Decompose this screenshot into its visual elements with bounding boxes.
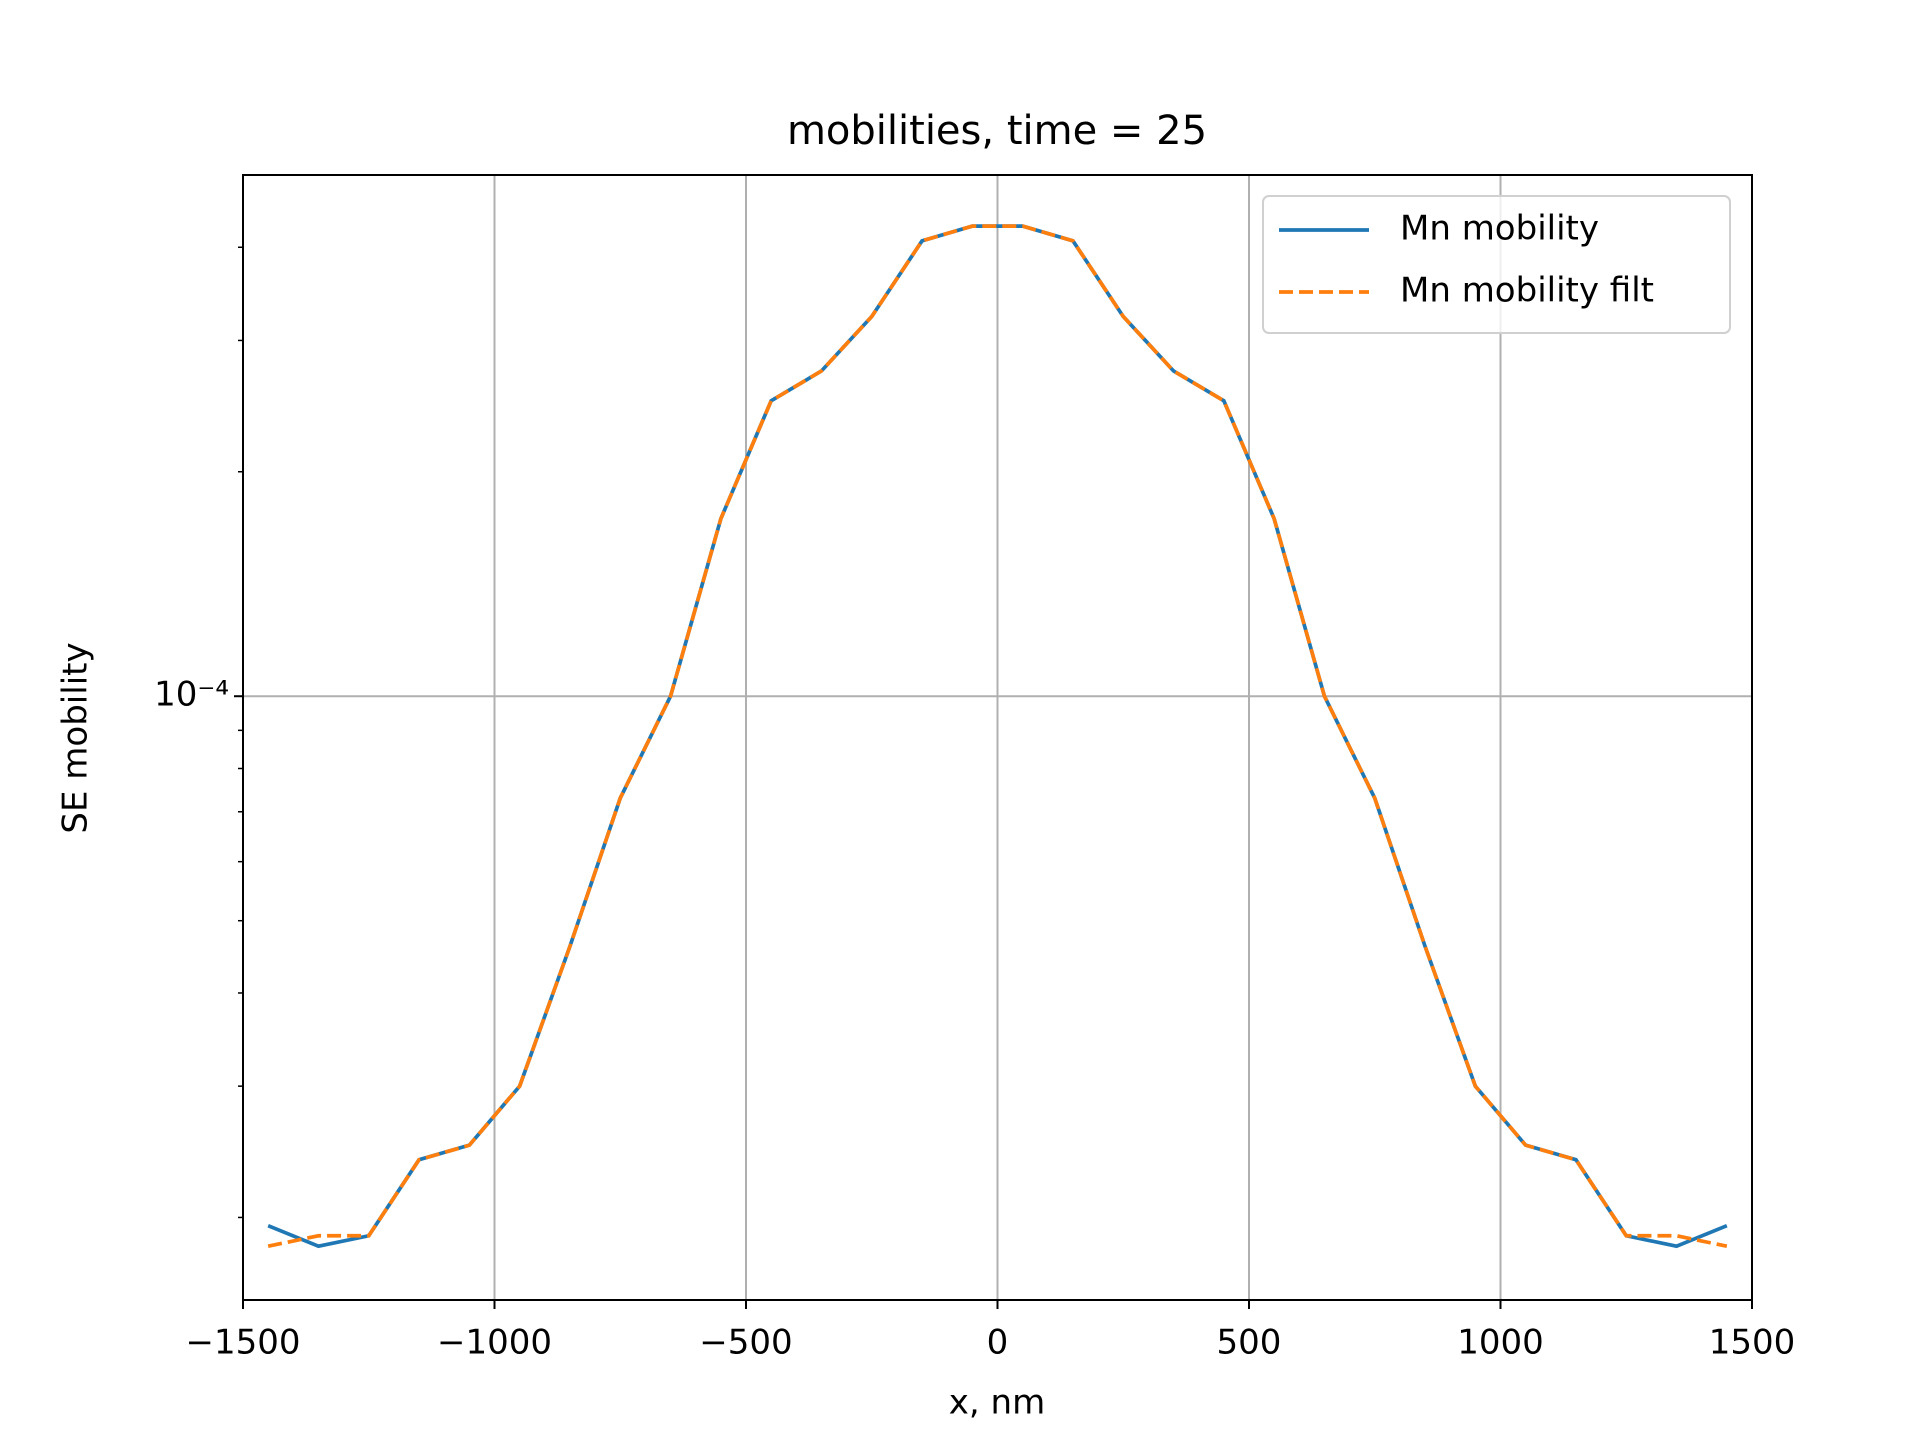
legend-box (1262, 195, 1731, 334)
legend-label: Mn mobility (1400, 209, 1599, 249)
x-axis-label: x, nm (949, 1383, 1045, 1423)
x-tick-label: 0 (987, 1323, 1009, 1363)
legend-label: Mn mobility filt (1400, 271, 1654, 311)
y-tick-label: 10⁻⁴ (154, 675, 229, 715)
series-line (267, 224, 1728, 1249)
x-tick-label: 500 (1217, 1323, 1282, 1363)
y-axis-label: SE mobility (56, 642, 96, 833)
x-tick-label: −500 (699, 1323, 792, 1363)
x-tick-label: −1500 (185, 1323, 300, 1363)
x-tick-label: 1500 (1709, 1323, 1796, 1363)
chart-title: mobilities, time = 25 (787, 108, 1207, 154)
plot-frame (242, 174, 1753, 1301)
x-tick-label: 1000 (1457, 1323, 1544, 1363)
x-tick-label: −1000 (437, 1323, 552, 1363)
